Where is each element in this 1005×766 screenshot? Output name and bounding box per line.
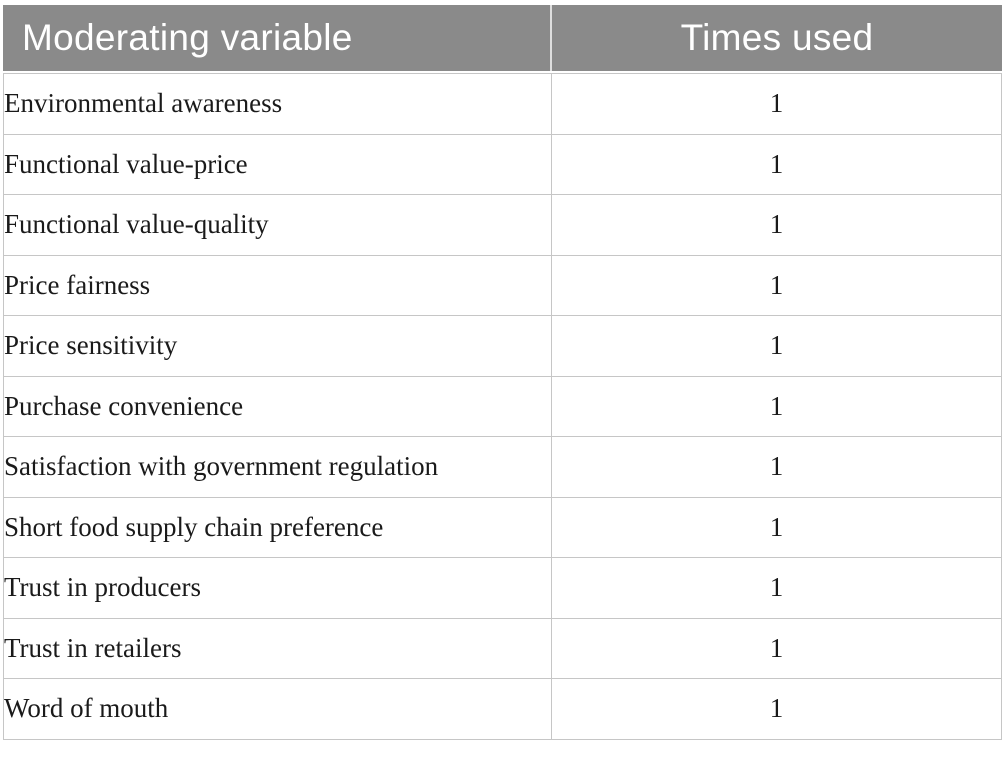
table-row: Environmental awareness 1 (3, 73, 1002, 135)
variable-cell: Short food supply chain preference (3, 496, 552, 558)
variable-cell: Satisfaction with government regulation (3, 436, 552, 498)
table-row: Word of mouth 1 (3, 678, 1002, 740)
times-used-cell: 1 (551, 678, 1002, 740)
variable-cell: Trust in retailers (3, 617, 552, 679)
times-used-cell: 1 (551, 436, 1002, 498)
times-used-cell: 1 (551, 254, 1002, 316)
table-row: Short food supply chain preference 1 (3, 496, 1002, 558)
times-used-cell: 1 (551, 73, 1002, 135)
times-used-cell: 1 (551, 375, 1002, 437)
times-used-cell: 1 (551, 194, 1002, 256)
variable-cell: Functional value-quality (3, 194, 552, 256)
table-body: Environmental awareness 1 Functional val… (3, 73, 1002, 740)
table-row: Purchase convenience 1 (3, 375, 1002, 437)
table-row: Price fairness 1 (3, 254, 1002, 316)
times-used-cell: 1 (551, 617, 1002, 679)
times-used-cell: 1 (551, 133, 1002, 195)
variable-cell: Functional value-price (3, 133, 552, 195)
header-cell-times-used: Times used (552, 5, 1002, 71)
times-used-cell: 1 (551, 315, 1002, 377)
table-row: Price sensitivity 1 (3, 315, 1002, 377)
variable-cell: Word of mouth (3, 678, 552, 740)
table-header-row: Moderating variable Times used (3, 5, 1002, 71)
variable-cell: Trust in producers (3, 557, 552, 619)
variable-cell: Environmental awareness (3, 73, 552, 135)
times-used-cell: 1 (551, 496, 1002, 558)
times-used-cell: 1 (551, 557, 1002, 619)
table-row: Trust in producers 1 (3, 557, 1002, 619)
table-row: Functional value-price 1 (3, 133, 1002, 195)
variable-cell: Price fairness (3, 254, 552, 316)
moderating-variables-table: Moderating variable Times used Environme… (3, 5, 1002, 740)
variable-cell: Purchase convenience (3, 375, 552, 437)
table-row: Trust in retailers 1 (3, 617, 1002, 679)
header-cell-moderating-variable: Moderating variable (3, 5, 552, 71)
variable-cell: Price sensitivity (3, 315, 552, 377)
table-row: Satisfaction with government regulation … (3, 436, 1002, 498)
table-row: Functional value-quality 1 (3, 194, 1002, 256)
